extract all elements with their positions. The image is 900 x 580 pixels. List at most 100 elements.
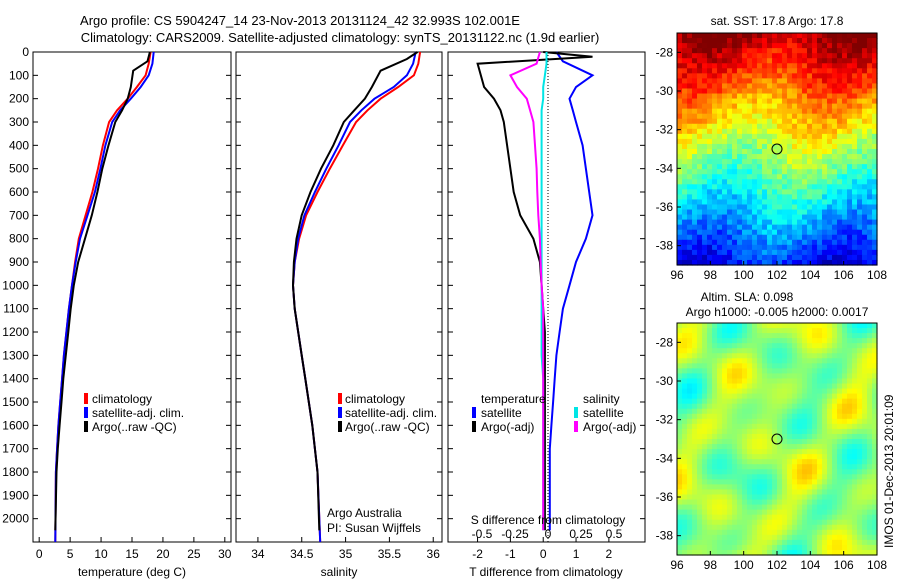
heatmap-cell	[837, 353, 843, 359]
heatmap-cell	[747, 484, 753, 491]
heatmap-cell	[692, 103, 698, 110]
heatmap-cell	[727, 323, 733, 329]
heatmap-cell	[832, 234, 838, 241]
heatmap-cell	[727, 444, 733, 450]
heatmap-cell	[787, 244, 793, 251]
heatmap-cell	[827, 338, 833, 344]
heatmap-cell	[807, 343, 813, 349]
heatmap-cell	[727, 98, 733, 105]
heatmap-cell	[832, 53, 838, 59]
heatmap-cell	[747, 184, 753, 190]
x-tick-label: -1	[505, 547, 516, 561]
argo-location-marker	[771, 433, 783, 445]
heatmap-cell	[737, 133, 743, 140]
heatmap-cell	[872, 73, 878, 79]
heatmap-cell	[702, 154, 708, 160]
heatmap-cell	[857, 53, 863, 59]
heatmap-cell	[787, 259, 793, 266]
s-diff-tick-label: 0.25	[569, 527, 593, 541]
heatmap-cell	[772, 494, 778, 501]
heatmap-cell	[682, 33, 688, 39]
heatmap-cell	[742, 444, 748, 450]
heatmap-cell	[782, 494, 788, 501]
heatmap-cell	[677, 159, 683, 165]
heatmap-cell	[787, 474, 793, 480]
s-diff-tick-label: 0.5	[606, 527, 623, 541]
legend-label-t-satellite: satellite	[481, 406, 522, 420]
heatmap-cell	[777, 549, 783, 556]
heatmap-cell	[782, 343, 788, 349]
heatmap-cell	[677, 108, 683, 115]
heatmap-cell	[697, 98, 703, 105]
heatmap-cell	[697, 519, 703, 526]
heatmap-cell	[782, 519, 788, 526]
heatmap-cell	[817, 169, 823, 175]
heatmap-cell	[732, 88, 738, 95]
x-tick-label: 36	[427, 547, 441, 561]
heatmap-cell	[817, 48, 823, 54]
heatmap-cell	[677, 53, 683, 59]
heatmap-cell	[807, 428, 813, 435]
heatmap-cell	[807, 209, 813, 216]
heatmap-cell	[702, 254, 708, 261]
heatmap-cell	[702, 514, 708, 521]
heatmap-cell	[862, 539, 868, 546]
heatmap-cell	[842, 479, 848, 485]
heatmap-cell	[742, 428, 748, 435]
heatmap-cell	[712, 388, 718, 395]
heatmap-cell	[817, 43, 823, 49]
heatmap-cell	[757, 358, 763, 364]
heatmap-cell	[707, 174, 713, 180]
heatmap-cell	[837, 48, 843, 54]
heatmap-cell	[677, 83, 683, 90]
heatmap-cell	[732, 184, 738, 190]
heatmap-cell	[767, 408, 773, 415]
heatmap-cell	[762, 138, 768, 145]
heatmap-cell	[852, 353, 858, 359]
heatmap-cell	[817, 328, 823, 334]
heatmap-cell	[717, 398, 723, 405]
heatmap-cell	[752, 113, 758, 120]
heatmap-cell	[837, 33, 843, 39]
heatmap-cell	[702, 544, 708, 551]
heatmap-cell	[677, 209, 683, 216]
heatmap-cell	[862, 408, 868, 415]
heatmap-cell	[747, 469, 753, 475]
heatmap-cell	[772, 504, 778, 511]
heatmap-cell	[722, 154, 728, 160]
heatmap-cell	[847, 123, 853, 130]
heatmap-cell	[842, 154, 848, 160]
heatmap-cell	[852, 103, 858, 110]
heatmap-cell	[822, 423, 828, 430]
heatmap-cell	[842, 459, 848, 465]
heatmap-cell	[707, 68, 713, 74]
heatmap-cell	[762, 363, 768, 369]
heatmap-cell	[787, 469, 793, 475]
heatmap-cell	[737, 363, 743, 369]
heatmap-cell	[772, 353, 778, 359]
heatmap-cell	[762, 403, 768, 410]
heatmap-cell	[842, 444, 848, 450]
heatmap-cell	[712, 524, 718, 531]
heatmap-cell	[677, 454, 683, 460]
heatmap-cell	[777, 43, 783, 49]
heatmap-cell	[732, 474, 738, 480]
heatmap-cell	[812, 534, 818, 541]
heatmap-cell	[687, 484, 693, 491]
heatmap-cell	[862, 469, 868, 475]
heatmap-cell	[767, 509, 773, 516]
heatmap-cell	[832, 363, 838, 369]
heatmap-cell	[757, 509, 763, 516]
heatmap-cell	[757, 249, 763, 256]
heatmap-cell	[837, 259, 843, 266]
heatmap-cell	[692, 358, 698, 364]
heatmap-cell	[732, 343, 738, 349]
heatmap-cell	[847, 219, 853, 226]
heatmap-cell	[677, 479, 683, 485]
heatmap-cell	[832, 499, 838, 506]
heatmap-cell	[822, 93, 828, 100]
heatmap-cell	[697, 408, 703, 415]
heatmap-cell	[687, 48, 693, 54]
heatmap-cell	[682, 98, 688, 105]
heatmap-cell	[847, 154, 853, 160]
